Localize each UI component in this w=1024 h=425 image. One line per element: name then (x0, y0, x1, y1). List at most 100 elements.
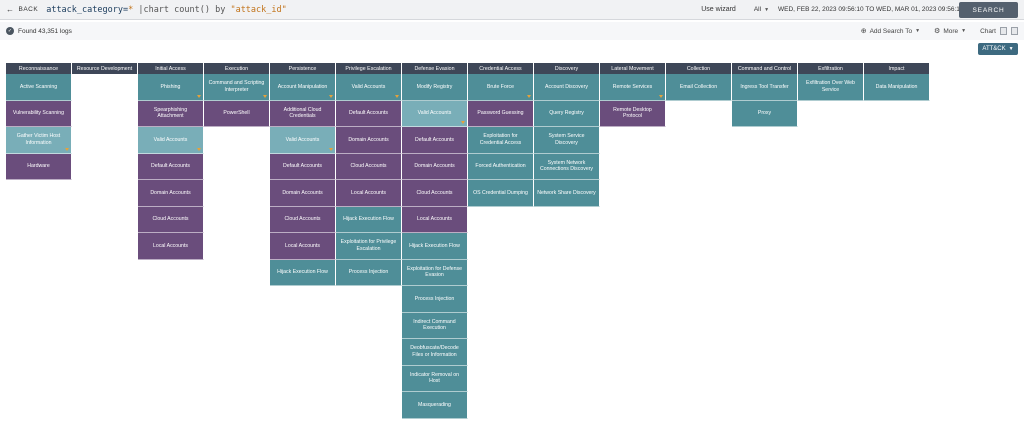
technique-cell[interactable]: Cloud Accounts (270, 206, 336, 233)
technique-cell[interactable]: System Service Discovery (534, 127, 600, 154)
technique-cell[interactable]: Valid Accounts (270, 127, 336, 154)
technique-cell[interactable]: Masquerading (402, 392, 468, 419)
technique-cell[interactable]: Valid Accounts (336, 74, 402, 101)
technique-cell[interactable]: Process Injection (336, 259, 402, 286)
technique-label: Cloud Accounts (152, 216, 189, 222)
technique-label: Hijack Execution Flow (409, 242, 460, 249)
technique-cell[interactable]: Default Accounts (336, 100, 402, 127)
add-search-to-button[interactable]: ⊕ Add Search To ▼ (861, 27, 921, 36)
technique-cell[interactable]: Query Registry (534, 100, 600, 127)
technique-cell[interactable]: Hijack Execution Flow (336, 206, 402, 233)
technique-cell[interactable]: Hijack Execution Flow (270, 259, 336, 286)
technique-cell[interactable]: Valid Accounts (402, 100, 468, 127)
technique-cell[interactable]: Proxy (732, 100, 798, 127)
tactic-header: Execution (204, 63, 270, 74)
technique-label: Phishing (160, 83, 181, 90)
technique-cell[interactable]: Deobfuscate/Decode Files or Information (402, 339, 468, 366)
technique-cell[interactable]: Hardware (6, 153, 72, 180)
technique-cell[interactable]: Domain Accounts (270, 180, 336, 207)
technique-cell[interactable]: Email Collection (666, 74, 732, 101)
technique-cell[interactable]: Domain Accounts (336, 127, 402, 154)
technique-label: Default Accounts (415, 136, 454, 143)
technique-cell[interactable]: Gather Victim Host Information (6, 127, 72, 154)
scope-value: All (753, 6, 762, 13)
technique-cell[interactable]: Indicator Removal on Host (402, 365, 468, 392)
technique-cell[interactable]: PowerShell (204, 100, 270, 127)
technique-cell[interactable]: Exploitation for Credential Access (468, 127, 534, 154)
tactic-header: Reconnaissance (6, 63, 72, 74)
table-view-icon[interactable] (1011, 27, 1018, 35)
chart-view-icon[interactable] (1000, 27, 1007, 35)
technique-cell[interactable]: Command and Scripting Interpreter (204, 74, 270, 101)
chart-view-toggle[interactable]: Chart (980, 27, 1018, 35)
technique-label: Data Manipulation (875, 83, 918, 90)
technique-label: Hijack Execution Flow (343, 216, 394, 222)
query-input[interactable]: attack_category=* |chart count() by "att… (46, 5, 686, 15)
technique-cell[interactable]: Hijack Execution Flow (402, 233, 468, 260)
technique-label: System Network Connections Discovery (539, 159, 594, 173)
technique-label: Cloud Accounts (284, 216, 321, 222)
technique-label: Exploitation for Credential Access (479, 133, 522, 146)
technique-cell[interactable]: Cloud Accounts (138, 206, 204, 233)
subtechnique-marker-icon (263, 94, 267, 98)
technique-cell[interactable]: Default Accounts (270, 153, 336, 180)
technique-cell[interactable]: Account Manipulation (270, 74, 336, 101)
technique-cell[interactable]: Ingress Tool Transfer (732, 74, 798, 101)
technique-cell[interactable]: Spearphishing Attachment (138, 100, 204, 127)
technique-cell[interactable]: System Network Connections Discovery (534, 153, 600, 180)
technique-cell[interactable]: Cloud Accounts (402, 180, 468, 207)
use-wizard-link[interactable]: Use wizard (701, 6, 736, 13)
technique-cell[interactable]: Valid Accounts (138, 127, 204, 154)
technique-cell[interactable]: Account Discovery (534, 74, 600, 101)
technique-cell[interactable]: Additional Cloud Credentials (270, 100, 336, 127)
technique-cell[interactable]: OS Credential Dumping (468, 180, 534, 207)
technique-label: Indirect Command Execution (413, 318, 456, 332)
caret-down-icon: ▼ (915, 28, 921, 34)
date-range-picker[interactable]: WED, FEB 22, 2023 09:56:10 TO WED, MAR 0… (778, 6, 971, 13)
technique-cell[interactable]: Forced Authentication (468, 153, 534, 180)
technique-cell[interactable]: Default Accounts (402, 127, 468, 154)
technique-cell[interactable]: Process Injection (402, 286, 468, 313)
technique-cell[interactable]: Brute Force (468, 74, 534, 101)
technique-cell[interactable]: Exploitation for Defense Evasion (402, 259, 468, 286)
technique-cell[interactable]: Local Accounts (138, 233, 204, 260)
technique-cell[interactable]: Modify Registry (402, 74, 468, 101)
technique-cell[interactable]: Domain Accounts (138, 180, 204, 207)
technique-cell[interactable]: Remote Desktop Protocol (600, 100, 666, 127)
technique-label: Default Accounts (349, 110, 388, 116)
technique-cell[interactable]: Exfiltration Over Web Service (798, 74, 864, 101)
technique-cell[interactable]: Network Share Discovery (534, 180, 600, 207)
technique-cell[interactable]: Vulnerability Scanning (6, 100, 72, 127)
scope-select[interactable]: All ▼ (754, 6, 769, 13)
technique-label: Remote Services (612, 83, 653, 90)
technique-label: Domain Accounts (282, 189, 323, 196)
technique-label: Command and Scripting Interpreter (208, 80, 265, 93)
technique-label: Account Manipulation (277, 83, 328, 90)
more-label: More (943, 27, 959, 35)
technique-cell[interactable]: Domain Accounts (402, 153, 468, 180)
attck-view-button[interactable]: ATT&CK ▼ (978, 43, 1018, 55)
technique-cell[interactable]: Phishing (138, 74, 204, 101)
technique-cell[interactable]: Remote Services (600, 74, 666, 101)
technique-cell[interactable]: Data Manipulation (864, 74, 930, 101)
more-menu-button[interactable]: ⚙ More ▼ (934, 27, 966, 36)
subtechnique-marker-icon (659, 94, 663, 98)
technique-cell[interactable]: Exploitation for Privilege Escalation (336, 233, 402, 260)
technique-label: Local Accounts (285, 242, 320, 249)
search-button[interactable]: SEARCH (959, 2, 1018, 18)
technique-label: Network Share Discovery (537, 189, 596, 196)
back-button[interactable]: ← BACK (6, 5, 38, 14)
technique-cell[interactable]: Indirect Command Execution (402, 312, 468, 339)
technique-cell[interactable]: Local Accounts (270, 233, 336, 260)
subtechnique-marker-icon (197, 147, 201, 151)
technique-cell[interactable]: Local Accounts (336, 180, 402, 207)
technique-cell[interactable]: Active Scanning (6, 74, 72, 101)
technique-cell[interactable]: Password Guessing (468, 100, 534, 127)
technique-cell[interactable]: Local Accounts (402, 206, 468, 233)
technique-label: Exfiltration Over Web Service (806, 80, 855, 93)
technique-cell[interactable]: Cloud Accounts (336, 153, 402, 180)
technique-label: Forced Authentication (475, 163, 526, 169)
technique-cell[interactable]: Default Accounts (138, 153, 204, 180)
technique-label: Masquerading (418, 401, 451, 408)
technique-label: Active Scanning (19, 83, 58, 90)
